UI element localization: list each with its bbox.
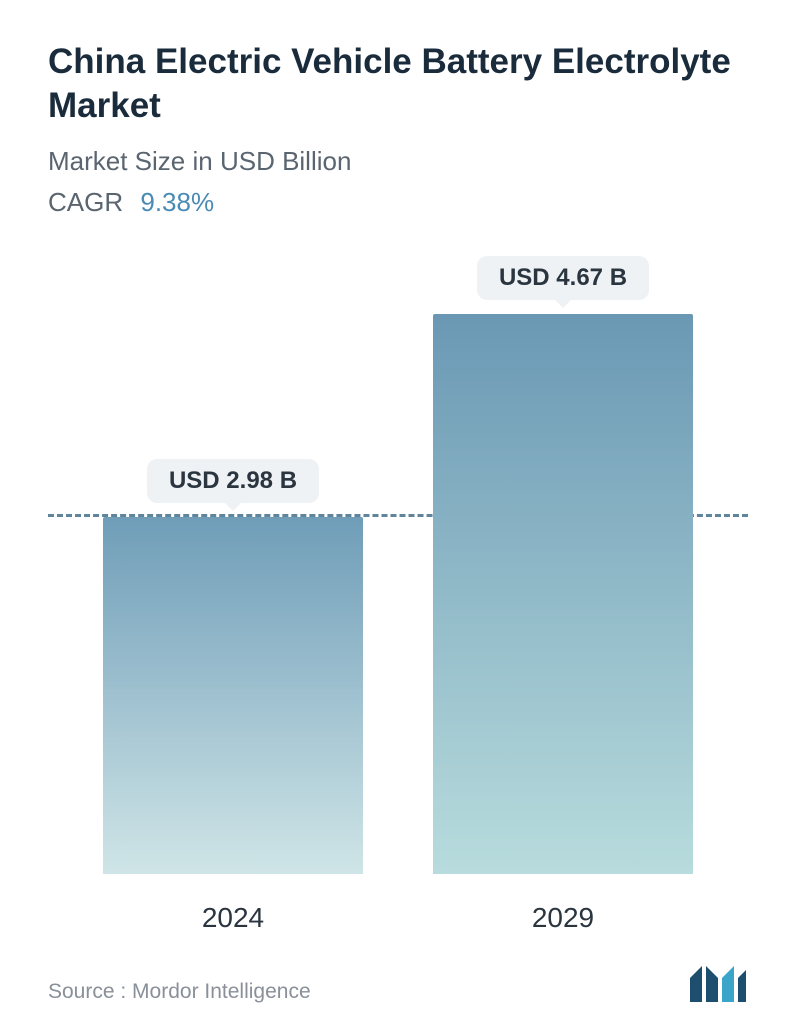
chart-subtitle: Market Size in USD Billion bbox=[48, 146, 748, 177]
cagr-value: 9.38% bbox=[140, 187, 214, 217]
cagr-row: CAGR 9.38% bbox=[48, 187, 748, 218]
source-text: Source : Mordor Intelligence bbox=[48, 980, 311, 1004]
bars-wrap: USD 2.98 B USD 4.67 B bbox=[48, 258, 748, 875]
bar-value-label: USD 4.67 B bbox=[477, 256, 649, 300]
chart-title: China Electric Vehicle Battery Electroly… bbox=[48, 40, 748, 128]
chart-footer: Source : Mordor Intelligence bbox=[48, 954, 748, 1004]
x-axis-label: 2029 bbox=[433, 902, 693, 934]
bar bbox=[433, 314, 693, 874]
x-axis-label: 2024 bbox=[103, 902, 363, 934]
cagr-label: CAGR bbox=[48, 187, 123, 217]
logo-icon bbox=[688, 964, 748, 1004]
chart-container: China Electric Vehicle Battery Electroly… bbox=[0, 0, 796, 1034]
x-axis-labels: 2024 2029 bbox=[48, 902, 748, 934]
chart-area: USD 2.98 B USD 4.67 B 2024 2029 bbox=[48, 258, 748, 935]
bar-group-2029: USD 4.67 B bbox=[433, 256, 693, 874]
bar-value-label: USD 2.98 B bbox=[147, 459, 319, 503]
brand-logo bbox=[688, 964, 748, 1004]
bar-group-2024: USD 2.98 B bbox=[103, 459, 363, 874]
bar bbox=[103, 517, 363, 874]
